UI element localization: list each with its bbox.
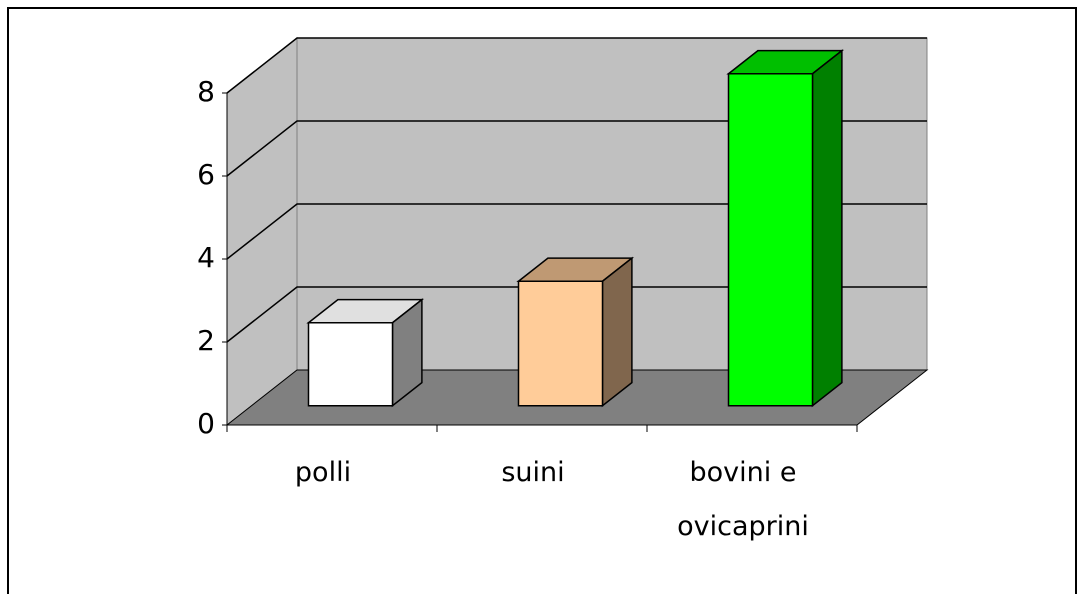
y-tick-label: 4 xyxy=(197,241,215,274)
y-tick-label: 2 xyxy=(197,324,215,357)
x-tick-label: bovini e ovicaprini xyxy=(677,457,809,542)
bar-front xyxy=(307,322,394,407)
y-tick-label: 8 xyxy=(197,75,215,108)
y-tick-label: 0 xyxy=(197,407,215,440)
grid-line xyxy=(226,120,927,177)
y-tick-label: 6 xyxy=(197,158,215,191)
x-tick-label: polli xyxy=(294,457,352,488)
bar xyxy=(726,49,845,408)
bar xyxy=(516,256,635,408)
bar-side xyxy=(601,256,633,408)
grid-line xyxy=(226,37,927,94)
bar-side xyxy=(811,49,843,408)
bar xyxy=(306,298,425,408)
bar-front xyxy=(727,73,814,407)
bar-front xyxy=(517,280,604,407)
x-tick-label: suini xyxy=(501,457,565,488)
grid-line xyxy=(226,203,927,260)
grid-line xyxy=(226,286,927,343)
